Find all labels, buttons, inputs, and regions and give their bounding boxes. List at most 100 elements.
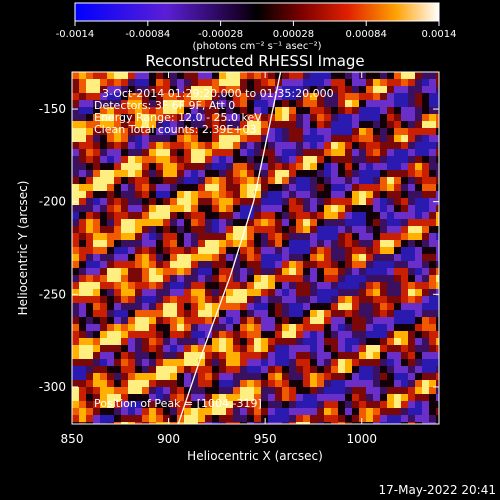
heatmap-cell: [338, 135, 345, 142]
heatmap-cell: [177, 408, 184, 415]
heatmap-cell: [142, 394, 149, 401]
heatmap-cell: [261, 233, 268, 240]
heatmap-cell: [436, 226, 439, 233]
heatmap-cell: [310, 135, 317, 142]
heatmap-cell: [268, 373, 275, 380]
timestamp: 17-May-2022 20:41: [379, 483, 496, 497]
x-tick-label: 900: [157, 432, 180, 446]
heatmap-cell: [296, 184, 303, 191]
heatmap-cell: [142, 247, 149, 254]
heatmap-cell: [191, 247, 198, 254]
heatmap-cell: [135, 338, 142, 345]
heatmap-cell: [135, 352, 142, 359]
heatmap-cell: [380, 303, 387, 310]
heatmap-cell: [296, 422, 303, 424]
heatmap-cell: [233, 170, 240, 177]
heatmap-cell: [93, 177, 100, 184]
heatmap-cell: [338, 198, 345, 205]
heatmap-cell: [233, 156, 240, 163]
heatmap-cell: [100, 247, 107, 254]
heatmap-cell: [226, 338, 233, 345]
heatmap-cell: [275, 121, 282, 128]
heatmap-cell: [121, 254, 128, 261]
y-tick-label: -150: [39, 102, 66, 116]
heatmap-cell: [100, 233, 107, 240]
heatmap-cell: [86, 72, 93, 79]
heatmap-cell: [163, 331, 170, 338]
heatmap-cell: [415, 107, 422, 114]
heatmap-cell: [93, 86, 100, 93]
heatmap-cell: [380, 352, 387, 359]
heatmap-cell: [212, 366, 219, 373]
heatmap-cell: [142, 226, 149, 233]
heatmap-cell: [149, 268, 156, 275]
heatmap-cell: [114, 310, 121, 317]
heatmap-cell: [114, 387, 121, 394]
heatmap-cell: [401, 79, 408, 86]
heatmap-cell: [170, 268, 177, 275]
heatmap-cell: [212, 142, 219, 149]
heatmap-cell: [338, 317, 345, 324]
heatmap-cell: [268, 128, 275, 135]
heatmap-cell: [198, 282, 205, 289]
solar-limb-curve: [177, 72, 282, 424]
heatmap-cell: [387, 317, 394, 324]
heatmap-cell: [100, 415, 107, 422]
heatmap-cell: [429, 366, 436, 373]
heatmap-cell: [282, 408, 289, 415]
heatmap-cell: [338, 275, 345, 282]
heatmap-cell: [233, 198, 240, 205]
heatmap-cell: [352, 422, 359, 424]
heatmap-cell: [366, 282, 373, 289]
heatmap-cell: [149, 177, 156, 184]
heatmap-cell: [247, 121, 254, 128]
heatmap-cell: [219, 331, 226, 338]
heatmap-cell: [198, 422, 205, 424]
heatmap-cell: [212, 233, 219, 240]
heatmap-cell: [156, 205, 163, 212]
heatmap-cell: [198, 177, 205, 184]
heatmap-cell: [324, 310, 331, 317]
heatmap-cell: [114, 261, 121, 268]
heatmap-cell: [408, 93, 415, 100]
heatmap-cell: [219, 254, 226, 261]
heatmap-cell: [121, 380, 128, 387]
heatmap-cell: [352, 268, 359, 275]
heatmap-cell: [184, 191, 191, 198]
heatmap-cell: [268, 191, 275, 198]
heatmap-cell: [268, 212, 275, 219]
heatmap-cell: [429, 380, 436, 387]
heatmap-cell: [345, 408, 352, 415]
heatmap-cell: [338, 324, 345, 331]
heatmap-cell: [191, 177, 198, 184]
heatmap-cell: [275, 415, 282, 422]
heatmap-cell: [429, 324, 436, 331]
heatmap-cell: [205, 408, 212, 415]
heatmap-cell: [303, 366, 310, 373]
heatmap-cell: [359, 380, 366, 387]
heatmap-cell: [380, 149, 387, 156]
heatmap-cell: [128, 373, 135, 380]
heatmap-cell: [128, 79, 135, 86]
heatmap-cell: [317, 226, 324, 233]
heatmap-cell: [310, 149, 317, 156]
heatmap-cell: [156, 184, 163, 191]
heatmap-cell: [79, 93, 86, 100]
heatmap-cell: [177, 121, 184, 128]
heatmap-cell: [352, 128, 359, 135]
heatmap-cell: [408, 408, 415, 415]
heatmap-cell: [352, 107, 359, 114]
heatmap-cell: [93, 387, 100, 394]
heatmap-cell: [226, 380, 233, 387]
heatmap-cell: [100, 170, 107, 177]
heatmap-cell: [128, 422, 135, 424]
heatmap-cell: [184, 135, 191, 142]
heatmap-cell: [233, 338, 240, 345]
heatmap-cell: [191, 198, 198, 205]
heatmap-cell: [128, 72, 135, 79]
heatmap-cell: [93, 135, 100, 142]
heatmap-cell: [135, 310, 142, 317]
heatmap-cell: [352, 317, 359, 324]
heatmap-cell: [401, 128, 408, 135]
heatmap-cell: [254, 275, 261, 282]
